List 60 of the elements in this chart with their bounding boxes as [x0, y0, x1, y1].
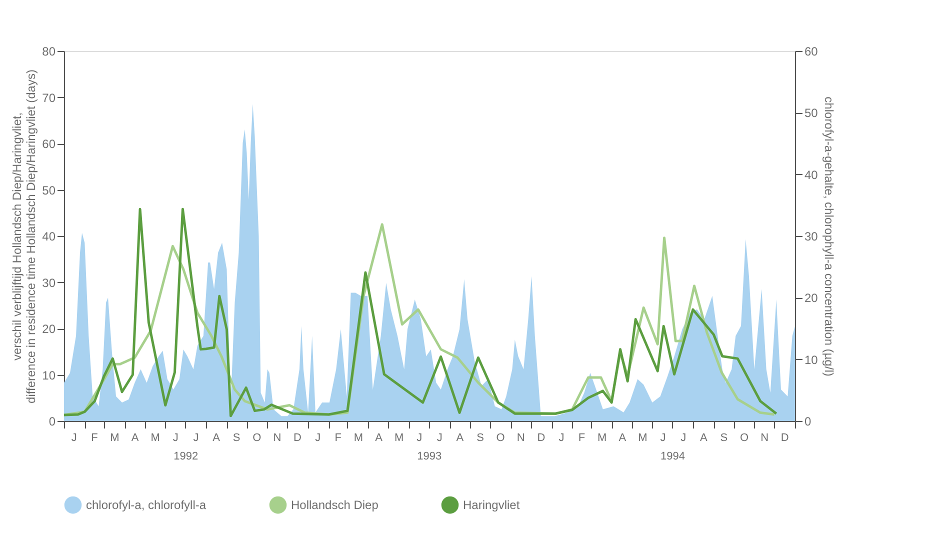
y2-axis-title: chlorofyl-a-gehalte, chlorophyll-a concentration (µg/l): [822, 96, 836, 376]
text: M: [150, 432, 160, 444]
text: J: [680, 432, 686, 444]
y2-tick-label: 10: [804, 352, 818, 367]
text: J: [315, 432, 321, 444]
text: M: [638, 432, 648, 444]
text: J: [172, 432, 178, 444]
x-tick-label: 1994: [660, 450, 686, 462]
text: M: [598, 432, 607, 444]
text: A: [375, 432, 384, 444]
text: O: [740, 432, 749, 444]
y2-tick-label: 40: [804, 168, 818, 182]
text: M: [110, 432, 120, 444]
text: O: [496, 432, 506, 444]
text: J: [436, 432, 442, 444]
text: J: [660, 432, 666, 444]
text: D: [537, 432, 546, 444]
y-tick-label: 60: [42, 137, 56, 151]
y-tick-label: 40: [42, 230, 56, 244]
y-axis-title: verschil verblijftijd Hollandsch Diep/Haringvliet, difference in residence time Hollandsch Diep/Haringvliet (days): [10, 70, 38, 404]
y-tick-label: 30: [42, 276, 56, 290]
text: M: [394, 432, 404, 444]
text: F: [91, 432, 98, 444]
text: N: [760, 432, 769, 444]
y2-tick-label: 30: [804, 230, 818, 244]
legend-label: Hollandsch Diep: [291, 498, 379, 512]
y-tick-label: 10: [42, 368, 56, 382]
text: J: [416, 432, 422, 444]
text: F: [334, 432, 342, 444]
text: D: [294, 432, 302, 444]
text: N: [273, 432, 282, 444]
text: J: [71, 432, 77, 444]
y-tick-label: 50: [42, 183, 56, 198]
text: A: [618, 432, 627, 444]
x-tick-label: 1993: [417, 450, 442, 462]
text: A: [212, 432, 221, 444]
y-tick-label: 80: [42, 44, 56, 58]
x-tick-label: 1992: [174, 450, 198, 462]
text: D: [780, 432, 789, 444]
y-tick-label: 20: [42, 322, 56, 336]
text: J: [558, 432, 564, 444]
legend-label: chlorofyl-a, chlorofyll-a: [86, 498, 206, 512]
text: N: [516, 432, 525, 444]
text: O: [252, 432, 262, 444]
text: S: [232, 432, 240, 444]
text: S: [720, 432, 728, 444]
legend-label: Haringvliet: [463, 498, 520, 512]
y-tick-label: 70: [42, 90, 56, 105]
text: A: [131, 432, 140, 444]
text: A: [456, 432, 464, 444]
y2-tick-label: 60: [804, 44, 818, 58]
y2-tick-label: 20: [804, 291, 818, 306]
text: S: [476, 432, 484, 444]
y-tick-label: 0: [48, 414, 56, 428]
text: A: [700, 432, 708, 444]
text: M: [354, 432, 364, 444]
text: F: [578, 432, 586, 444]
text: J: [193, 432, 199, 444]
y2-tick-label: 50: [804, 106, 818, 120]
y2-tick-label: 0: [804, 414, 812, 428]
